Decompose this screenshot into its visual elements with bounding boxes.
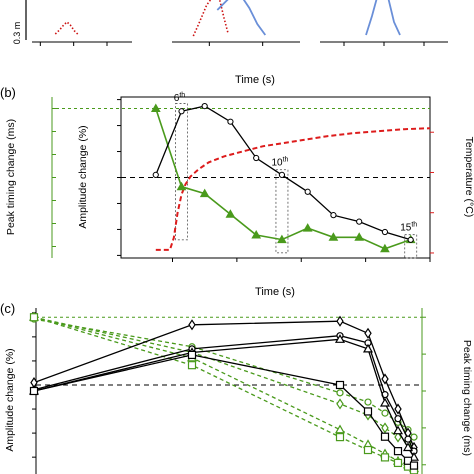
peak-timing-point (225, 209, 236, 218)
peak-timing-point (328, 232, 339, 241)
waveform-blue-solid (216, 0, 267, 36)
peak-point-circle (364, 398, 372, 406)
amp-point-square (380, 432, 390, 441)
highlight-box-2 (275, 169, 289, 254)
amp-point-square (403, 456, 413, 465)
panel-b-ylabel-right: Temperature (°C) (463, 137, 474, 218)
scale-bar: 0.3 m (12, 0, 27, 45)
amplitude-point (152, 171, 159, 179)
annotation-label: 10th (271, 157, 288, 169)
panel-c-series (28, 311, 420, 474)
peak-point-square (187, 361, 197, 370)
peak-point-circle (336, 389, 344, 397)
panel-b-highlight-boxes (175, 103, 418, 259)
peak-point-circle (410, 433, 418, 441)
scale-bar-label: 0.3 m (12, 22, 22, 45)
amp-point-square (393, 447, 403, 456)
amp-point-triangle (334, 334, 346, 343)
amp-series-circle (33, 335, 415, 452)
annotation-label: 6th (174, 92, 186, 104)
panel-b-ylabel-mid: Amplitude change (%) (77, 125, 89, 228)
peak-timing-line (155, 108, 411, 250)
amplitude-point (330, 212, 337, 219)
peak-timing-point (150, 103, 161, 112)
amplitude-point (201, 102, 208, 110)
amplitude-point (178, 108, 185, 115)
annotation-suffix: th (179, 92, 185, 99)
temperature-line (155, 127, 431, 251)
panel-b-label: (b) (0, 85, 16, 100)
peak-timing-point (277, 234, 287, 244)
peak-timing-point (302, 223, 313, 232)
amp-series-diamond (33, 320, 415, 448)
amp-point-square (335, 380, 345, 390)
amplitude-point (407, 236, 414, 243)
peak-timing-point (176, 181, 187, 191)
panel-b-xlabel: Time (s) (255, 286, 295, 298)
highlight-box-1 (175, 103, 188, 241)
peak-point-square (29, 313, 39, 322)
amp-point-square (187, 350, 197, 360)
annotation-number: 6 (174, 93, 180, 104)
panel-b-series (150, 102, 431, 253)
amplitude-point (381, 228, 389, 236)
annotation-number: 15 (400, 223, 412, 234)
peak-timing-point (354, 232, 365, 241)
panel-a-xlabel: Time (s) (235, 74, 275, 86)
peak-point-diamond (336, 398, 344, 410)
panel-c-ylabel-left: Amplitude change (%) (4, 348, 16, 451)
peak-timing-point (251, 229, 262, 239)
peak-point-circle (381, 409, 389, 417)
amp-point-diamond (364, 327, 372, 339)
amp-point-square (409, 461, 419, 470)
panel-c-chart: (c) Amplitude change (%) Peak timing cha… (0, 301, 473, 474)
amp-point-circle (404, 435, 412, 443)
waveform-subplot-2 (172, 0, 300, 46)
annotation-suffix: th (411, 222, 417, 229)
amp-point-diamond (381, 373, 389, 385)
amp-point-triangle (392, 425, 404, 435)
waveform-subplot-1 (32, 20, 132, 46)
peak-point-square (335, 433, 345, 442)
amp-point-triangle (402, 442, 414, 452)
amp-point-triangle (379, 397, 391, 407)
amplitude-point (356, 218, 363, 225)
waveform-subplot-3 (320, 0, 448, 46)
amp-point-square (363, 407, 373, 416)
waveform-red-dotted (54, 20, 80, 36)
amp-point-diamond (336, 315, 344, 327)
panel-a-waveforms: 0.3 m Time (s) (12, 0, 448, 86)
peak-point-diamond (394, 431, 402, 443)
peak-point-square (363, 445, 373, 455)
panel-b-axes (52, 99, 434, 262)
panel-c-ylabel-right: Peak timing change (ms) (461, 340, 473, 456)
amp-point-triangle (362, 343, 374, 353)
amp-series-triangle (33, 338, 415, 458)
waveform-blue-solid (365, 0, 401, 36)
peak-point-square (380, 453, 390, 462)
waveform-red-dotted (192, 0, 229, 37)
panel-c-label: (c) (0, 301, 15, 316)
amplitude-point (304, 188, 311, 195)
amp-point-square (29, 386, 39, 396)
peak-point-square (393, 458, 403, 468)
peak-point-diamond (381, 422, 389, 434)
peak-timing-point (199, 188, 210, 198)
amplitude-point (278, 171, 286, 179)
amplitude-point (227, 118, 234, 125)
amplitude-point (253, 154, 260, 162)
amp-point-diamond (394, 403, 402, 415)
amp-point-diamond (188, 319, 196, 331)
annotation-label: 15th (400, 222, 417, 234)
peak-point-triangle (334, 424, 346, 434)
annotation-number: 10 (271, 158, 283, 169)
panel-b-ylabel-left: Peak timing change (ms) (5, 119, 17, 235)
annotation-suffix: th (283, 157, 289, 164)
peak-series-diamond (33, 316, 415, 451)
peak-timing-point (380, 243, 390, 253)
amp-point-circle (394, 415, 402, 423)
